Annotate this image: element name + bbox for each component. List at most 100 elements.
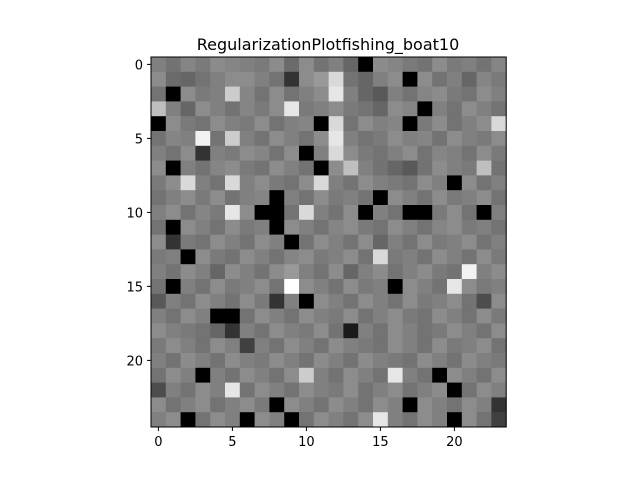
- heatmap-cell: [343, 175, 359, 191]
- heatmap-cell: [284, 367, 300, 383]
- heatmap-cell: [343, 249, 359, 265]
- heatmap-cell: [225, 145, 241, 161]
- heatmap-cell: [254, 308, 270, 324]
- heatmap-cell: [239, 397, 255, 413]
- heatmap-cell: [387, 234, 403, 250]
- heatmap-cell: [402, 264, 418, 280]
- heatmap-cell: [343, 338, 359, 354]
- heatmap-cell: [284, 116, 300, 132]
- heatmap-cell: [239, 116, 255, 132]
- heatmap-cell: [210, 397, 226, 413]
- heatmap-cell: [447, 338, 463, 354]
- heatmap-cell: [491, 86, 507, 102]
- heatmap-cell: [269, 367, 285, 383]
- heatmap-cell: [328, 353, 344, 369]
- heatmap-cell: [151, 116, 167, 132]
- heatmap-cell: [343, 367, 359, 383]
- heatmap-cell: [491, 145, 507, 161]
- heatmap-cell: [417, 175, 433, 191]
- heatmap-cell: [313, 234, 329, 250]
- heatmap-cell: [387, 205, 403, 221]
- heatmap-cell: [195, 57, 211, 73]
- heatmap-cell: [402, 234, 418, 250]
- heatmap-cell: [491, 175, 507, 191]
- heatmap-cell: [447, 71, 463, 87]
- heatmap-cell: [402, 308, 418, 324]
- heatmap-cell: [239, 86, 255, 102]
- heatmap-cell: [269, 279, 285, 295]
- heatmap-cell: [180, 101, 196, 117]
- heatmap-cell: [180, 131, 196, 147]
- heatmap-cell: [225, 323, 241, 339]
- heatmap-cell: [210, 57, 226, 73]
- heatmap-cell: [461, 293, 477, 309]
- heatmap-cell: [387, 382, 403, 398]
- heatmap-cell: [180, 205, 196, 221]
- heatmap-cell: [299, 264, 315, 280]
- heatmap-cell: [373, 175, 389, 191]
- heatmap-cell: [210, 190, 226, 206]
- heatmap-cell: [254, 323, 270, 339]
- heatmap-cell: [269, 412, 285, 428]
- heatmap-cell: [284, 279, 300, 295]
- heatmap-cell: [165, 160, 181, 176]
- heatmap-cell: [343, 264, 359, 280]
- heatmap-cell: [151, 264, 167, 280]
- heatmap-cell: [269, 190, 285, 206]
- heatmap-cell: [165, 279, 181, 295]
- heatmap-cell: [299, 338, 315, 354]
- heatmap-cell: [373, 338, 389, 354]
- heatmap-cell: [417, 57, 433, 73]
- heatmap-cell: [299, 323, 315, 339]
- heatmap-cell: [299, 219, 315, 235]
- heatmap-cell: [373, 160, 389, 176]
- heatmap-cell: [269, 86, 285, 102]
- heatmap-cell: [328, 86, 344, 102]
- heatmap-cell: [491, 412, 507, 428]
- heatmap-cell: [299, 353, 315, 369]
- heatmap-cell: [239, 264, 255, 280]
- heatmap-cell: [299, 131, 315, 147]
- heatmap-cell: [373, 308, 389, 324]
- heatmap-cell: [461, 382, 477, 398]
- heatmap-cell: [358, 57, 374, 73]
- heatmap-cell: [476, 293, 492, 309]
- heatmap-cell: [165, 116, 181, 132]
- heatmap-cell: [195, 367, 211, 383]
- heatmap-cell: [447, 293, 463, 309]
- heatmap-cell: [284, 249, 300, 265]
- heatmap-cell: [151, 293, 167, 309]
- heatmap-cell: [476, 219, 492, 235]
- heatmap-cell: [387, 323, 403, 339]
- heatmap-cell: [210, 338, 226, 354]
- heatmap-cell: [269, 116, 285, 132]
- heatmap-cell: [165, 145, 181, 161]
- heatmap-cell: [239, 190, 255, 206]
- heatmap-cell: [491, 234, 507, 250]
- heatmap-cell: [151, 160, 167, 176]
- heatmap-cell: [180, 71, 196, 87]
- heatmap-cell: [343, 160, 359, 176]
- heatmap-cell: [269, 234, 285, 250]
- heatmap-cell: [254, 234, 270, 250]
- heatmap-cell: [387, 412, 403, 428]
- heatmap-cell: [195, 382, 211, 398]
- heatmap-cell: [461, 353, 477, 369]
- heatmap-cell: [225, 71, 241, 87]
- heatmap-cell: [210, 219, 226, 235]
- heatmap-cell: [299, 249, 315, 265]
- heatmap-cell: [313, 323, 329, 339]
- heatmap-cell: [402, 160, 418, 176]
- y-axis: 0 5 10 15 20: [126, 58, 151, 369]
- heatmap-cell: [299, 160, 315, 176]
- heatmap-cell: [165, 131, 181, 147]
- heatmap-cell: [180, 86, 196, 102]
- heatmap-cell: [447, 190, 463, 206]
- heatmap-cell: [328, 323, 344, 339]
- x-tick-label: 5: [228, 435, 236, 450]
- heatmap-cell: [461, 190, 477, 206]
- heatmap-cell: [165, 101, 181, 117]
- heatmap-cell: [195, 279, 211, 295]
- heatmap-cell: [432, 131, 448, 147]
- heatmap-cell: [432, 412, 448, 428]
